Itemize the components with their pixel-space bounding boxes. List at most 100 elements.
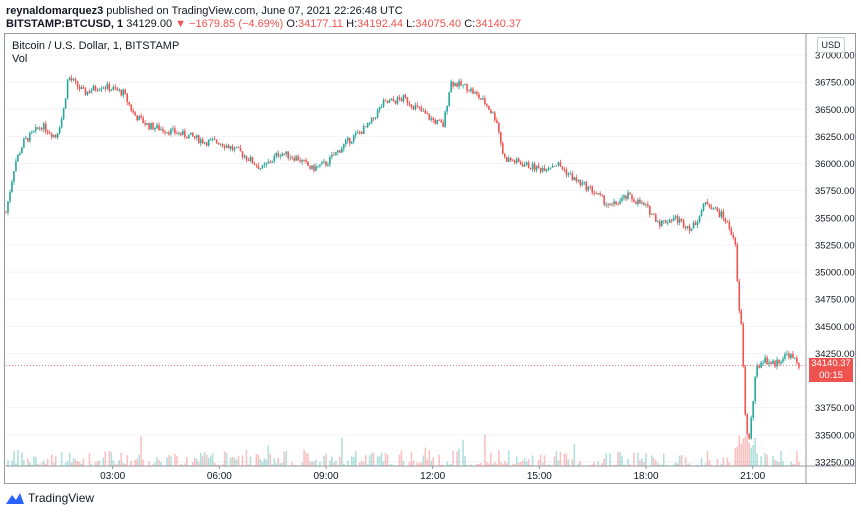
candle-body xyxy=(315,166,317,171)
volume-bar xyxy=(255,453,258,466)
candle-body xyxy=(289,157,291,159)
candle-body xyxy=(33,130,35,132)
volume-bar xyxy=(490,452,492,466)
volume-bar xyxy=(776,460,778,466)
volume-bar xyxy=(541,462,544,466)
candle-body xyxy=(164,131,166,133)
candle-body xyxy=(333,154,335,156)
volume-bar xyxy=(617,451,619,466)
volume-bar xyxy=(507,450,510,466)
volume-bar xyxy=(478,464,480,466)
candle-body xyxy=(7,201,9,213)
volume-bar xyxy=(486,461,488,466)
candle-body xyxy=(780,361,782,364)
volume-bar xyxy=(398,454,401,466)
currency-button[interactable]: USD xyxy=(817,37,845,53)
volume-bar xyxy=(653,457,655,466)
volume-bar xyxy=(746,433,749,466)
volume-bar xyxy=(31,464,33,466)
candle-body xyxy=(62,108,65,119)
candle-body xyxy=(627,192,629,199)
candle-body xyxy=(376,110,379,118)
candle-body xyxy=(591,186,594,193)
volume-bar xyxy=(237,455,240,466)
candle-body xyxy=(746,414,749,434)
candle-body xyxy=(327,164,329,166)
candle-body xyxy=(38,127,41,129)
candle-body xyxy=(331,154,333,157)
candle-body xyxy=(372,117,375,119)
candle-body xyxy=(758,365,760,368)
candle-body xyxy=(285,151,287,155)
candle-body xyxy=(307,161,309,166)
volume-bar xyxy=(492,464,494,466)
candle-body xyxy=(70,77,73,81)
candle-body xyxy=(414,105,417,110)
volume-bar xyxy=(547,464,550,466)
volume-bar xyxy=(666,465,669,466)
candle-body xyxy=(607,204,609,206)
candle-body xyxy=(215,139,218,143)
volume-bar xyxy=(94,462,97,466)
volume-bar xyxy=(136,458,138,466)
volume-bar xyxy=(27,458,29,466)
candle-body xyxy=(732,234,735,238)
candle-body xyxy=(223,146,226,148)
volume-bar xyxy=(752,445,754,466)
candle-body xyxy=(500,132,502,144)
volume-bar xyxy=(261,461,264,466)
candle-body xyxy=(269,161,272,163)
volume-bar xyxy=(360,460,363,466)
volume-bar xyxy=(172,465,174,466)
volume-bar xyxy=(170,456,172,466)
candle-body xyxy=(64,98,67,109)
candle-body xyxy=(195,135,198,138)
candle-body xyxy=(193,136,196,138)
volume-bar xyxy=(456,451,458,466)
volume-bar xyxy=(98,460,101,466)
candle-body xyxy=(519,161,522,165)
candle-body xyxy=(436,120,439,124)
candle-body xyxy=(774,360,776,367)
volume-bar xyxy=(348,465,351,466)
volume-bar xyxy=(311,461,313,466)
candle-body xyxy=(323,161,325,163)
candle-body xyxy=(668,219,671,223)
chart-frame[interactable] xyxy=(4,33,856,484)
candle-body xyxy=(692,222,695,229)
candle-body xyxy=(501,143,504,154)
volume-bar xyxy=(515,456,518,466)
candle-body xyxy=(641,202,643,204)
candle-body xyxy=(728,221,731,229)
candle-body xyxy=(17,154,19,162)
volume-bar xyxy=(798,461,800,466)
footer-brand[interactable]: TradingView xyxy=(6,491,94,505)
candle-body xyxy=(444,111,446,127)
candle-body xyxy=(625,195,627,199)
volume-bar xyxy=(346,460,349,466)
candle-body xyxy=(539,167,542,172)
volume-bar xyxy=(197,461,200,466)
candle-body xyxy=(694,222,697,225)
candle-body xyxy=(243,155,246,157)
volume-bar xyxy=(384,453,387,466)
candle-body xyxy=(766,357,768,365)
volume-bar xyxy=(726,457,729,466)
volume-bar xyxy=(523,458,526,466)
candle-body xyxy=(442,122,444,127)
x-tick-label: 12:00 xyxy=(420,471,445,482)
candle-body xyxy=(188,134,190,139)
volume-bar xyxy=(416,462,419,466)
volume-bar xyxy=(505,463,508,466)
candle-body xyxy=(259,168,262,170)
volume-bar xyxy=(658,464,661,466)
volume-bar xyxy=(766,455,768,466)
candle-body xyxy=(25,137,27,139)
volume-bar xyxy=(199,453,202,466)
volume-bar xyxy=(496,464,498,466)
volume-bar xyxy=(281,462,284,466)
candle-body xyxy=(122,89,125,96)
volume-bar xyxy=(269,453,272,466)
candle-body xyxy=(529,168,532,169)
